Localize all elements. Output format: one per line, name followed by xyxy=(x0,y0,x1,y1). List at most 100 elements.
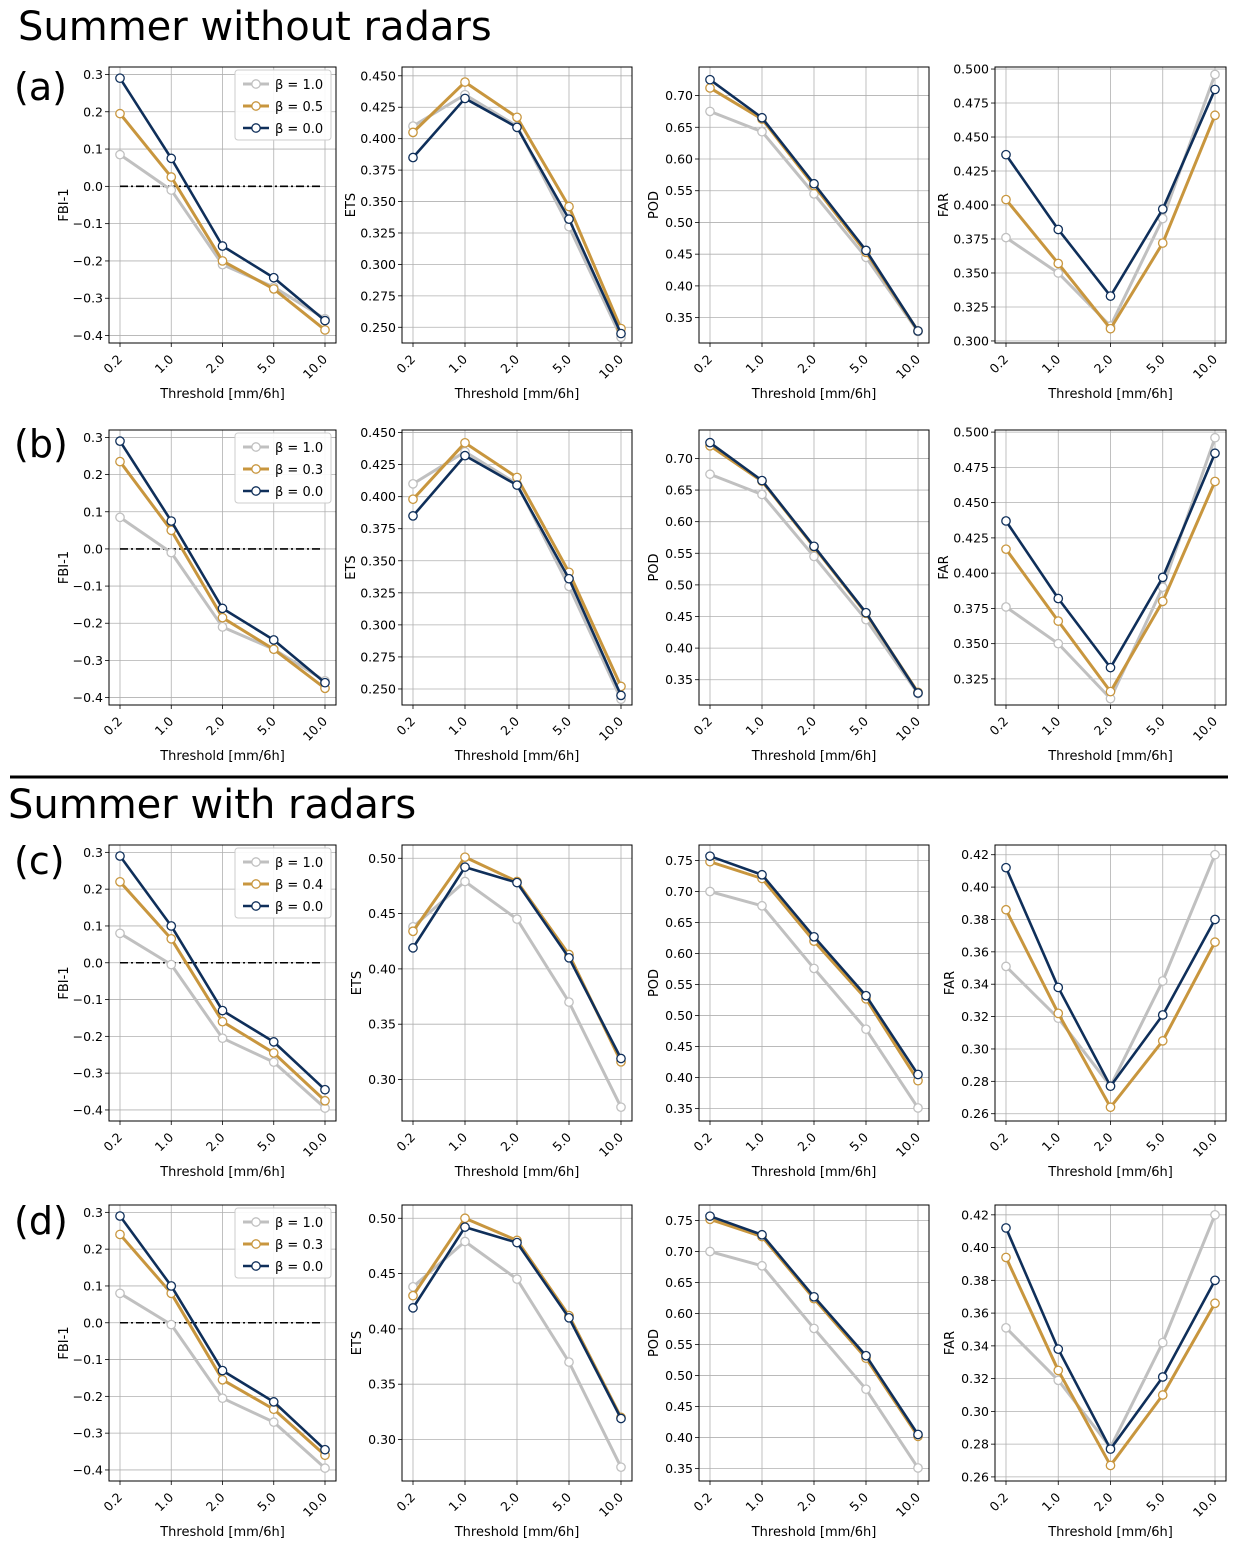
y-tick-label: 0.50 xyxy=(665,1368,693,1383)
x-tick-label: 10.0 xyxy=(300,351,330,381)
plot-frame xyxy=(401,66,633,344)
y-tick-label: 0.40 xyxy=(665,1070,693,1085)
data-point xyxy=(320,1095,330,1106)
data-point xyxy=(809,963,819,974)
legend-label: β = 1.0 xyxy=(275,78,323,93)
data-point xyxy=(512,877,522,888)
x-tick-label: 5.0 xyxy=(254,713,279,738)
data-point xyxy=(1210,69,1220,80)
x-tick-label: 10.0 xyxy=(893,1489,923,1519)
data-point xyxy=(861,990,871,1001)
y-tick-label: 0.1 xyxy=(83,142,103,157)
x-tick-label: 2.0 xyxy=(794,1129,819,1154)
data-point xyxy=(512,112,522,123)
data-point xyxy=(115,1229,125,1240)
y-tick-label: 0.275 xyxy=(360,288,396,303)
x-tick-label: 5.0 xyxy=(1143,1129,1168,1154)
legend-marker xyxy=(251,1261,261,1271)
data-point xyxy=(1001,862,1011,873)
data-point xyxy=(757,112,767,123)
plot-frame xyxy=(698,844,930,1122)
x-tick-label: 0.2 xyxy=(393,1490,418,1515)
y-tick-label: 0.34 xyxy=(961,977,989,992)
y-tick-label: 0.2 xyxy=(83,104,103,119)
y-tick-label: −0.1 xyxy=(73,216,103,231)
x-tick-label: 0.2 xyxy=(100,352,125,377)
x-tick-label: 0.2 xyxy=(986,1490,1011,1515)
x-tick-label: 2.0 xyxy=(203,351,228,376)
x-tick-label: 1.0 xyxy=(742,1489,767,1514)
data-point xyxy=(115,108,125,119)
data-point xyxy=(1053,593,1064,604)
y-tick-label: 0.50 xyxy=(665,215,693,230)
y-tick-label: 0.38 xyxy=(961,1273,989,1288)
y-tick-label: 0.36 xyxy=(961,1306,989,1321)
x-tick-label: 10.0 xyxy=(893,351,923,381)
y-tick-label: 0.55 xyxy=(665,1337,693,1352)
legend-label: β = 1.0 xyxy=(275,441,323,456)
y-tick-label: 0.350 xyxy=(953,636,989,651)
panel-ets: 0.30 0.35 0.40 0.45 0.50 0.2 1.0 2.0 5.0 10.0 Thre… xyxy=(350,844,633,1180)
x-axis-label: Threshold [mm/6h] xyxy=(1047,1525,1173,1540)
y-axis-label: FBI-1 xyxy=(57,188,72,221)
x-axis-label: Threshold [mm/6h] xyxy=(751,749,877,764)
data-point xyxy=(616,1102,626,1113)
y-tick-label: −0.4 xyxy=(73,328,103,343)
x-tick-label: 10.0 xyxy=(596,1489,626,1519)
x-axis-label: Threshold [mm/6h] xyxy=(159,387,285,402)
data-point xyxy=(1105,1444,1116,1454)
data-point xyxy=(460,1213,470,1224)
y-tick-label: 0.50 xyxy=(368,851,396,866)
data-point xyxy=(564,997,574,1007)
data-point xyxy=(320,315,330,326)
data-point xyxy=(1210,84,1220,95)
data-point xyxy=(1210,1209,1220,1220)
x-tick-label: 1.0 xyxy=(742,1129,767,1154)
panel-fbi-1: −0.4 −0.3 −0.2 −0.1 0.0 0.1 0.2 0.3 0.2 1.0 2.0 5.0… xyxy=(57,429,337,764)
legend-label: β = 0.3 xyxy=(275,1238,323,1253)
y-axis-label: FBI-1 xyxy=(57,1326,72,1359)
legend-marker xyxy=(251,857,261,867)
data-point xyxy=(1001,1322,1011,1333)
x-tick-label: 1.0 xyxy=(445,1489,470,1514)
y-tick-label: 0.26 xyxy=(961,1469,989,1484)
legend-label: β = 0.4 xyxy=(275,878,323,893)
y-tick-label: 0.0 xyxy=(83,1315,103,1330)
x-tick-label: 5.0 xyxy=(254,351,279,376)
x-axis-label: Threshold [mm/6h] xyxy=(159,1165,285,1180)
data-point xyxy=(809,1291,819,1302)
y-tick-label: 0.500 xyxy=(953,425,989,440)
data-point xyxy=(1210,110,1220,121)
data-point xyxy=(1210,849,1220,860)
y-tick-label: 0.36 xyxy=(961,944,989,959)
data-point xyxy=(564,201,574,212)
y-tick-label: 0.55 xyxy=(665,546,693,561)
x-tick-label: 0.2 xyxy=(986,352,1011,377)
x-tick-label: 2.0 xyxy=(497,1129,522,1154)
section-title-without-radars: Summer without radars xyxy=(18,4,492,50)
data-point xyxy=(809,541,819,552)
data-point xyxy=(705,886,715,897)
y-tick-label: 0.35 xyxy=(665,1101,693,1116)
data-point xyxy=(1105,291,1116,301)
data-point xyxy=(705,83,715,93)
data-point xyxy=(861,1024,871,1035)
data-point xyxy=(320,325,330,335)
data-point xyxy=(268,1057,279,1067)
plot-frame xyxy=(108,1204,337,1482)
y-tick-label: 0.35 xyxy=(368,1377,396,1392)
data-point xyxy=(1001,1223,1011,1233)
plot-frame xyxy=(994,1204,1227,1482)
data-point xyxy=(1157,1036,1168,1046)
y-axis-label: POD xyxy=(647,191,662,219)
panel-pod: 0.35 0.40 0.45 0.50 0.55 0.60 0.65 0.70 0.75 0.2 1… xyxy=(647,1204,930,1540)
data-point xyxy=(1053,224,1064,235)
y-axis-label: FAR xyxy=(937,555,952,579)
y-tick-label: 0.250 xyxy=(360,320,396,335)
y-tick-label: 0.28 xyxy=(961,1437,989,1452)
data-point xyxy=(115,928,125,939)
y-tick-label: 0.65 xyxy=(665,915,693,930)
x-tick-label: 1.0 xyxy=(152,351,177,376)
data-point xyxy=(1157,1010,1168,1020)
x-axis-label: Threshold [mm/6h] xyxy=(159,749,285,764)
